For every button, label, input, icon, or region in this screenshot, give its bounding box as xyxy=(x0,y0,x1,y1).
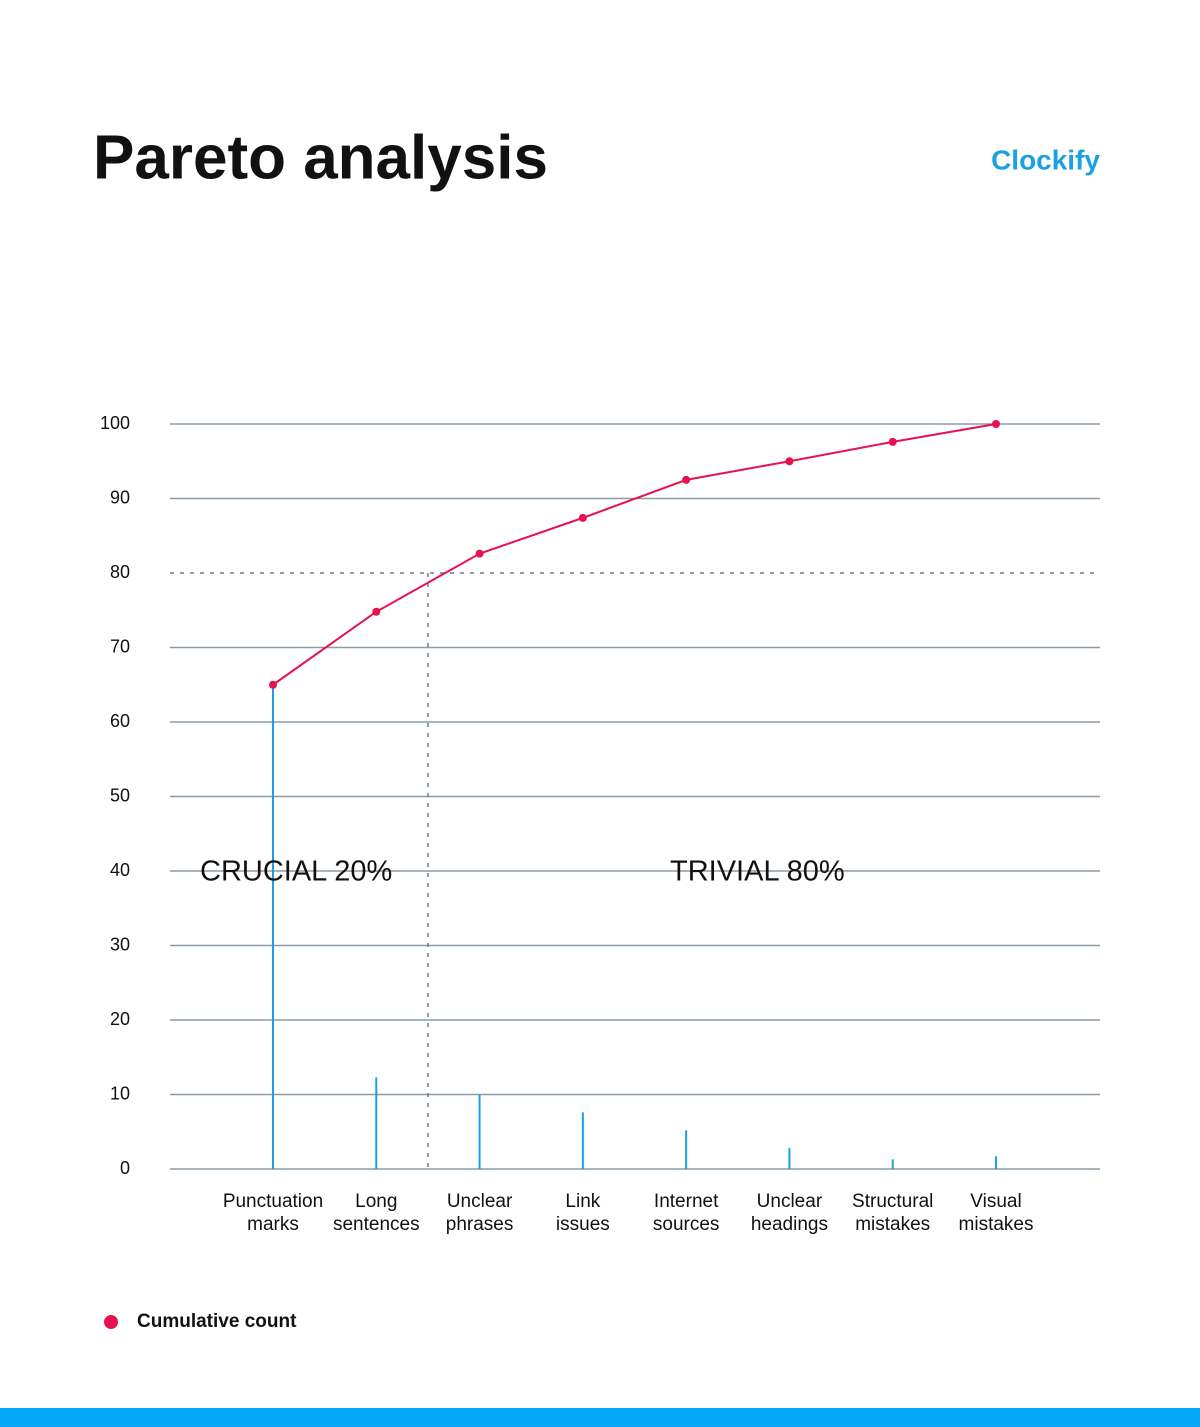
y-tick-label: 20 xyxy=(110,1009,130,1029)
y-tick-label: 80 xyxy=(110,562,130,582)
x-tick-label: Unclear xyxy=(757,1191,823,1212)
point xyxy=(372,607,381,616)
x-tick-label: Unclear xyxy=(447,1191,513,1212)
footer-bar xyxy=(0,1408,1200,1427)
point xyxy=(475,549,484,558)
point xyxy=(682,475,691,484)
x-tick-label: marks xyxy=(247,1214,299,1235)
x-tick-label: headings xyxy=(751,1214,828,1235)
point xyxy=(269,680,277,689)
legend-marker xyxy=(104,1315,118,1329)
point xyxy=(992,420,1000,428)
chart-title: Pareto analysis xyxy=(93,123,548,192)
cumulative-line xyxy=(272,423,997,686)
x-tick-label: sources xyxy=(653,1214,720,1235)
y-tick-label: 0 xyxy=(120,1158,130,1178)
y-tick-label: 40 xyxy=(110,860,130,880)
point xyxy=(578,513,587,522)
x-tick-label: Punctuation xyxy=(223,1191,323,1212)
y-tick-label: 30 xyxy=(110,934,130,954)
x-tick-label: issues xyxy=(556,1214,610,1235)
y-tick-label: 100 xyxy=(100,413,130,433)
brand-logo: Clockify xyxy=(991,144,1100,175)
legend-label: Cumulative count xyxy=(137,1311,297,1332)
y-tick-label: 90 xyxy=(110,487,130,507)
y-tick-label: 50 xyxy=(110,785,130,805)
y-tick-label: 60 xyxy=(110,711,130,731)
x-tick-label: Structural xyxy=(852,1191,933,1212)
x-tick-label: Long xyxy=(355,1191,397,1212)
point xyxy=(888,437,897,446)
x-tick-label: Visual xyxy=(970,1191,1021,1212)
annotation: CRUCIAL 20% xyxy=(200,856,392,888)
x-tick-label: Internet xyxy=(654,1191,719,1212)
x-tick-label: Link xyxy=(565,1191,600,1212)
x-tick-label: mistakes xyxy=(855,1214,930,1235)
point xyxy=(785,457,794,466)
x-tick-label: mistakes xyxy=(959,1214,1034,1235)
x-tick-label: sentences xyxy=(333,1214,420,1235)
y-tick-label: 10 xyxy=(110,1083,130,1103)
x-tick-label: phrases xyxy=(446,1214,514,1235)
annotation: TRIVIAL 80% xyxy=(670,856,845,888)
y-tick-label: 70 xyxy=(110,636,130,656)
